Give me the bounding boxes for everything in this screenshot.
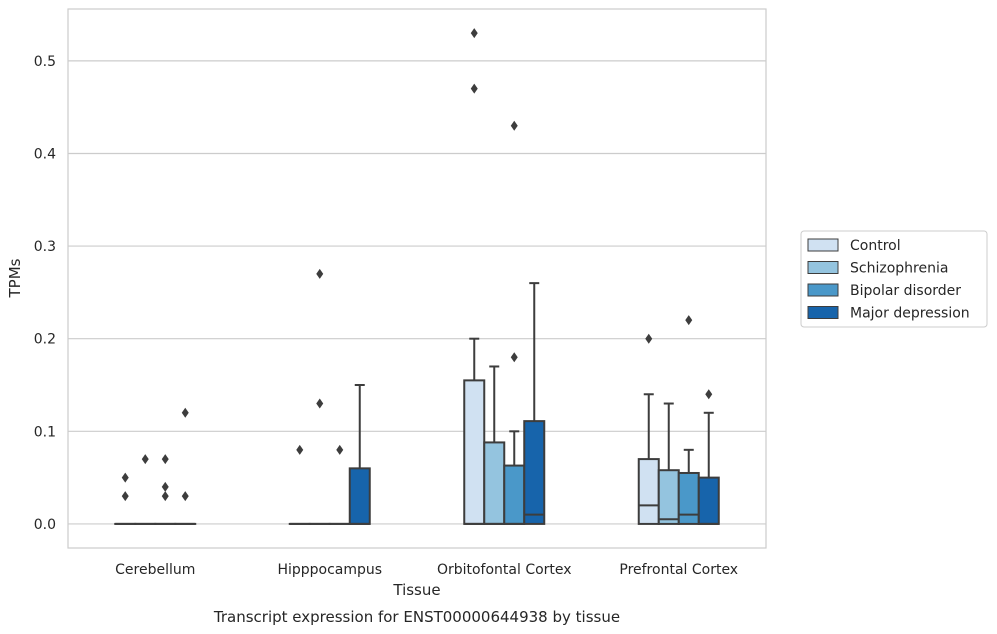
box-body xyxy=(697,476,720,525)
outlier-point xyxy=(705,389,713,400)
y-axis-ticks: 0.0 0.1 0.2 0.3 0.4 0.5 xyxy=(34,54,56,533)
box-body xyxy=(348,467,371,525)
outlier-point xyxy=(296,444,304,455)
x-tick-label: Hipppocampus xyxy=(277,562,382,578)
outlier-point xyxy=(181,491,189,502)
box-1-0 xyxy=(134,454,157,525)
y-axis-label: TPMs xyxy=(6,258,24,298)
box-2-2 xyxy=(503,120,526,525)
outlier-point xyxy=(510,120,518,131)
legend-label: Bipolar disorder xyxy=(850,283,961,299)
legend-label: Schizophrenia xyxy=(850,261,948,277)
box-body xyxy=(637,458,660,525)
outlier-point xyxy=(510,352,518,363)
box-2-0 xyxy=(154,454,177,525)
legend-swatch xyxy=(807,283,839,297)
y-tick-label: 0.2 xyxy=(34,332,56,348)
legend: Control Schizophrenia Bipolar disorder Majo… xyxy=(800,230,988,328)
plot-frame xyxy=(67,8,767,549)
box-body xyxy=(657,469,680,525)
outlier-point xyxy=(121,491,129,502)
legend-swatch xyxy=(807,306,839,319)
box-1-3 xyxy=(657,402,680,525)
plot-area xyxy=(114,28,720,525)
box-body xyxy=(503,464,526,525)
legend-swatch xyxy=(807,238,839,252)
box-3-0 xyxy=(174,407,197,525)
outlier-point xyxy=(141,454,149,465)
legend-frame xyxy=(800,230,988,328)
box-2-3 xyxy=(677,315,700,525)
x-axis-label: Tissue xyxy=(392,581,440,599)
box-body xyxy=(523,420,546,525)
box-body xyxy=(483,441,506,525)
box-0-1 xyxy=(288,444,311,525)
legend-label: Major depression xyxy=(850,306,970,322)
y-tick-label: 0.4 xyxy=(34,146,56,162)
legend-swatch xyxy=(807,261,839,274)
outlier-point xyxy=(316,268,324,279)
legend-label: Control xyxy=(850,238,901,254)
y-tick-label: 0.5 xyxy=(34,54,56,70)
box-0-3 xyxy=(637,333,660,525)
box-0-2 xyxy=(463,28,486,525)
box-3-2 xyxy=(523,282,546,525)
box-2-1 xyxy=(328,444,351,525)
outlier-point xyxy=(470,83,478,94)
outlier-point xyxy=(645,333,653,344)
outlier-point xyxy=(336,444,344,455)
outlier-point xyxy=(161,481,169,492)
outlier-point xyxy=(181,407,189,418)
y-tick-label: 0.3 xyxy=(34,239,56,255)
box-1-1 xyxy=(308,268,331,525)
x-tick-label: Cerebellum xyxy=(115,562,195,578)
grid-lines xyxy=(68,60,766,525)
box-body xyxy=(463,379,486,525)
box-0-0 xyxy=(114,472,137,525)
chart-caption: Transcript expression for ENST0000064493… xyxy=(213,608,620,626)
x-axis-ticks: Cerebellum Hipppocampus Orbitofontal Corte… xyxy=(115,562,738,578)
y-tick-label: 0.1 xyxy=(34,424,56,440)
outlier-point xyxy=(470,28,478,39)
outlier-point xyxy=(121,472,129,483)
x-tick-label: Orbitofontal Cortex xyxy=(437,562,572,578)
box-3-1 xyxy=(348,384,371,525)
box-3-3 xyxy=(697,389,720,525)
outlier-point xyxy=(161,454,169,465)
box-1-2 xyxy=(483,365,506,525)
y-tick-label: 0.0 xyxy=(34,517,56,533)
box-body xyxy=(677,471,700,525)
outlier-point xyxy=(685,315,693,326)
x-tick-label: Prefrontal Cortex xyxy=(619,562,738,578)
outlier-point xyxy=(161,491,169,502)
outlier-point xyxy=(316,398,324,409)
